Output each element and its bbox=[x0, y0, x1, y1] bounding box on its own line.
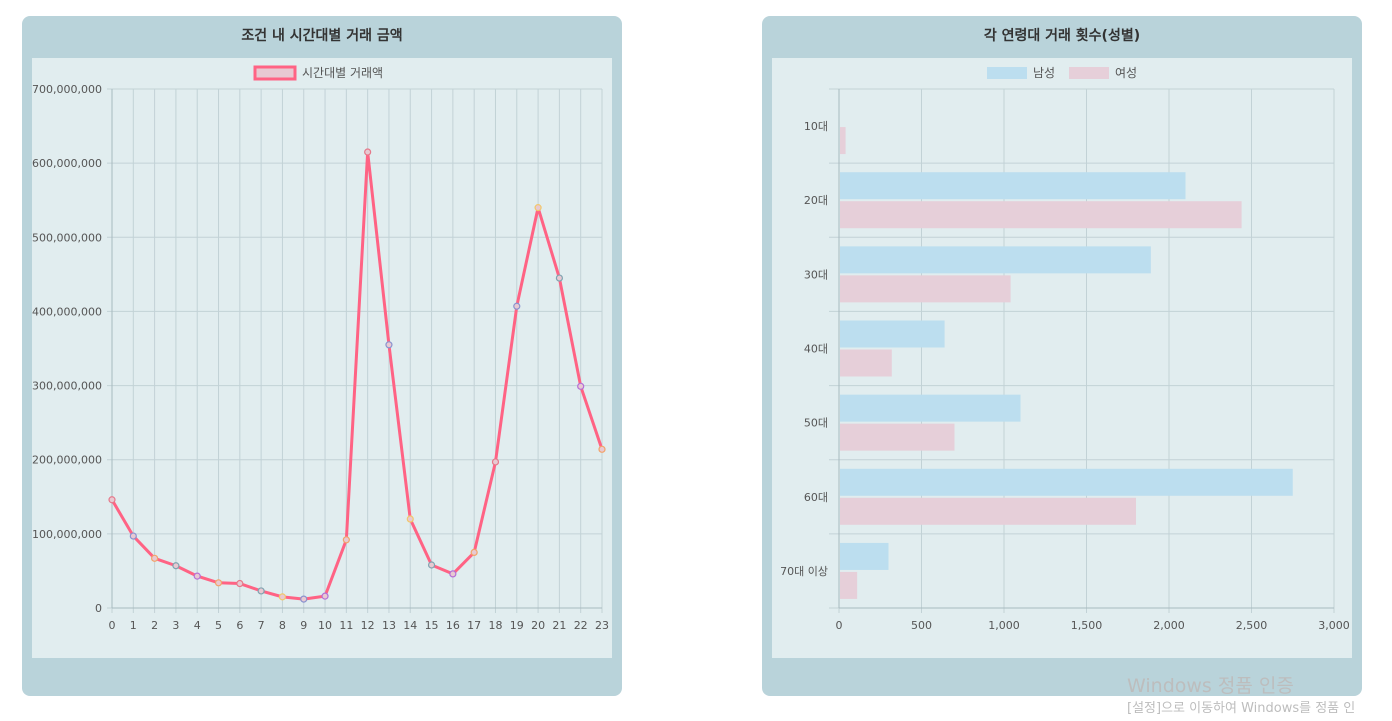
x-tick-label: 1,000 bbox=[988, 619, 1020, 632]
x-tick-label: 23 bbox=[595, 619, 609, 632]
x-tick-label: 11 bbox=[339, 619, 353, 632]
y-tick-label: 40대 bbox=[804, 343, 828, 356]
x-tick-label: 7 bbox=[258, 619, 265, 632]
bar bbox=[840, 497, 1136, 525]
bar bbox=[840, 172, 1186, 200]
bar bbox=[840, 320, 945, 348]
x-tick-label: 15 bbox=[425, 619, 439, 632]
data-point bbox=[534, 204, 542, 212]
bar bbox=[840, 127, 846, 155]
x-tick-label: 2,000 bbox=[1153, 619, 1185, 632]
data-point bbox=[172, 562, 180, 570]
x-tick-label: 2 bbox=[151, 619, 158, 632]
bar-chart-svg: 0 500 1,000 1,500 2,000 2,500 3,000 10대 20대 30대 40… bbox=[780, 66, 1350, 632]
windows-activation-watermark: Windows 정품 인증 bbox=[1127, 675, 1294, 697]
x-tick-label: 4 bbox=[194, 619, 201, 632]
y-tick-label: 70대 이상 bbox=[780, 565, 828, 578]
x-tick-label: 3 bbox=[172, 619, 179, 632]
data-point bbox=[129, 532, 137, 540]
x-tick-label: 5 bbox=[215, 619, 222, 632]
bar-chart-panel: 각 연령대 거래 횟수(성별) 0 500 1,000 1,500 2,000 2,500… bbox=[762, 16, 1362, 696]
x-tick-label: 16 bbox=[446, 619, 460, 632]
data-point bbox=[449, 570, 457, 578]
data-point bbox=[151, 554, 159, 562]
bar bbox=[840, 423, 955, 451]
windows-activation-hint: [설정]으로 이동하여 Windows를 정품 인 bbox=[1127, 701, 1356, 716]
x-tick-label: 19 bbox=[510, 619, 524, 632]
data-point bbox=[427, 561, 436, 569]
x-tick-label: 10 bbox=[318, 619, 332, 632]
data-point bbox=[214, 579, 223, 587]
legend-swatch bbox=[1069, 67, 1109, 79]
data-point bbox=[257, 587, 265, 595]
y-tick-label: 30대 bbox=[804, 268, 828, 281]
data-point bbox=[300, 595, 308, 603]
x-tick-label: 9 bbox=[300, 619, 307, 632]
legend-label: 여성 bbox=[1115, 66, 1137, 80]
y-tick-label: 200,000,000 bbox=[32, 454, 102, 467]
y-tick-label: 0 bbox=[95, 602, 102, 615]
data-point bbox=[577, 382, 585, 390]
data-point bbox=[278, 593, 287, 601]
data-point bbox=[321, 592, 329, 600]
x-tick-label: 0 bbox=[836, 619, 843, 632]
line-chart-plot-background bbox=[32, 58, 612, 658]
y-tick-label: 10대 bbox=[804, 120, 828, 133]
data-point bbox=[470, 548, 478, 556]
x-tick-label: 0 bbox=[109, 619, 116, 632]
data-point bbox=[491, 458, 500, 466]
bar-chart-title: 각 연령대 거래 횟수(성별) bbox=[983, 28, 1141, 44]
x-tick-label: 2,500 bbox=[1236, 619, 1268, 632]
data-point bbox=[108, 496, 116, 504]
x-tick-label: 1,500 bbox=[1071, 619, 1103, 632]
y-tick-label: 20대 bbox=[804, 194, 828, 207]
data-point bbox=[236, 579, 244, 588]
data-point bbox=[555, 274, 563, 282]
bar bbox=[840, 201, 1242, 229]
x-tick-label: 12 bbox=[361, 619, 375, 632]
x-tick-label: 500 bbox=[911, 619, 932, 632]
x-tick-label: 17 bbox=[467, 619, 481, 632]
line-chart-panel: 조건 내 시간대별 거래 금액 0 100,000,000 200,000,000 3… bbox=[22, 16, 622, 696]
bar bbox=[840, 468, 1293, 496]
data-point bbox=[342, 536, 350, 544]
bar bbox=[840, 275, 1011, 303]
line-chart-title: 조건 내 시간대별 거래 금액 bbox=[241, 28, 403, 44]
x-tick-label: 18 bbox=[488, 619, 502, 632]
legend-swatch bbox=[253, 65, 297, 81]
series-line bbox=[110, 150, 604, 601]
x-tick-label: 1 bbox=[130, 619, 137, 632]
x-tick-label: 13 bbox=[382, 619, 396, 632]
data-point bbox=[406, 515, 414, 523]
x-tick-label: 14 bbox=[403, 619, 417, 632]
y-tick-label: 600,000,000 bbox=[32, 157, 102, 170]
data-point bbox=[598, 445, 606, 453]
data-point bbox=[385, 341, 393, 349]
y-tick-label: 300,000,000 bbox=[32, 380, 102, 393]
legend-label: 남성 bbox=[1033, 66, 1055, 80]
legend-label: 시간대별 거래액 bbox=[302, 66, 383, 80]
data-point bbox=[364, 148, 372, 156]
line-chart-svg: 0 100,000,000 200,000,000 300,000,000 400,00… bbox=[32, 65, 609, 632]
x-tick-label: 22 bbox=[574, 619, 588, 632]
y-tick-label: 100,000,000 bbox=[32, 528, 102, 541]
legend-swatch bbox=[987, 67, 1027, 79]
bar bbox=[840, 349, 892, 377]
x-tick-label: 3,000 bbox=[1318, 619, 1350, 632]
x-tick-label: 8 bbox=[279, 619, 286, 632]
y-tick-label: 400,000,000 bbox=[32, 305, 102, 318]
data-point bbox=[193, 572, 201, 580]
bar bbox=[840, 571, 858, 599]
y-tick-label: 60대 bbox=[804, 491, 828, 504]
y-tick-label: 50대 bbox=[804, 417, 828, 430]
bar bbox=[840, 542, 889, 570]
bar bbox=[840, 394, 1021, 422]
y-tick-label: 700,000,000 bbox=[32, 83, 102, 96]
x-tick-label: 20 bbox=[531, 619, 545, 632]
data-point bbox=[513, 302, 521, 310]
x-tick-label: 6 bbox=[236, 619, 243, 632]
bar bbox=[840, 246, 1151, 274]
x-tick-label: 21 bbox=[552, 619, 566, 632]
y-tick-label: 500,000,000 bbox=[32, 231, 102, 244]
